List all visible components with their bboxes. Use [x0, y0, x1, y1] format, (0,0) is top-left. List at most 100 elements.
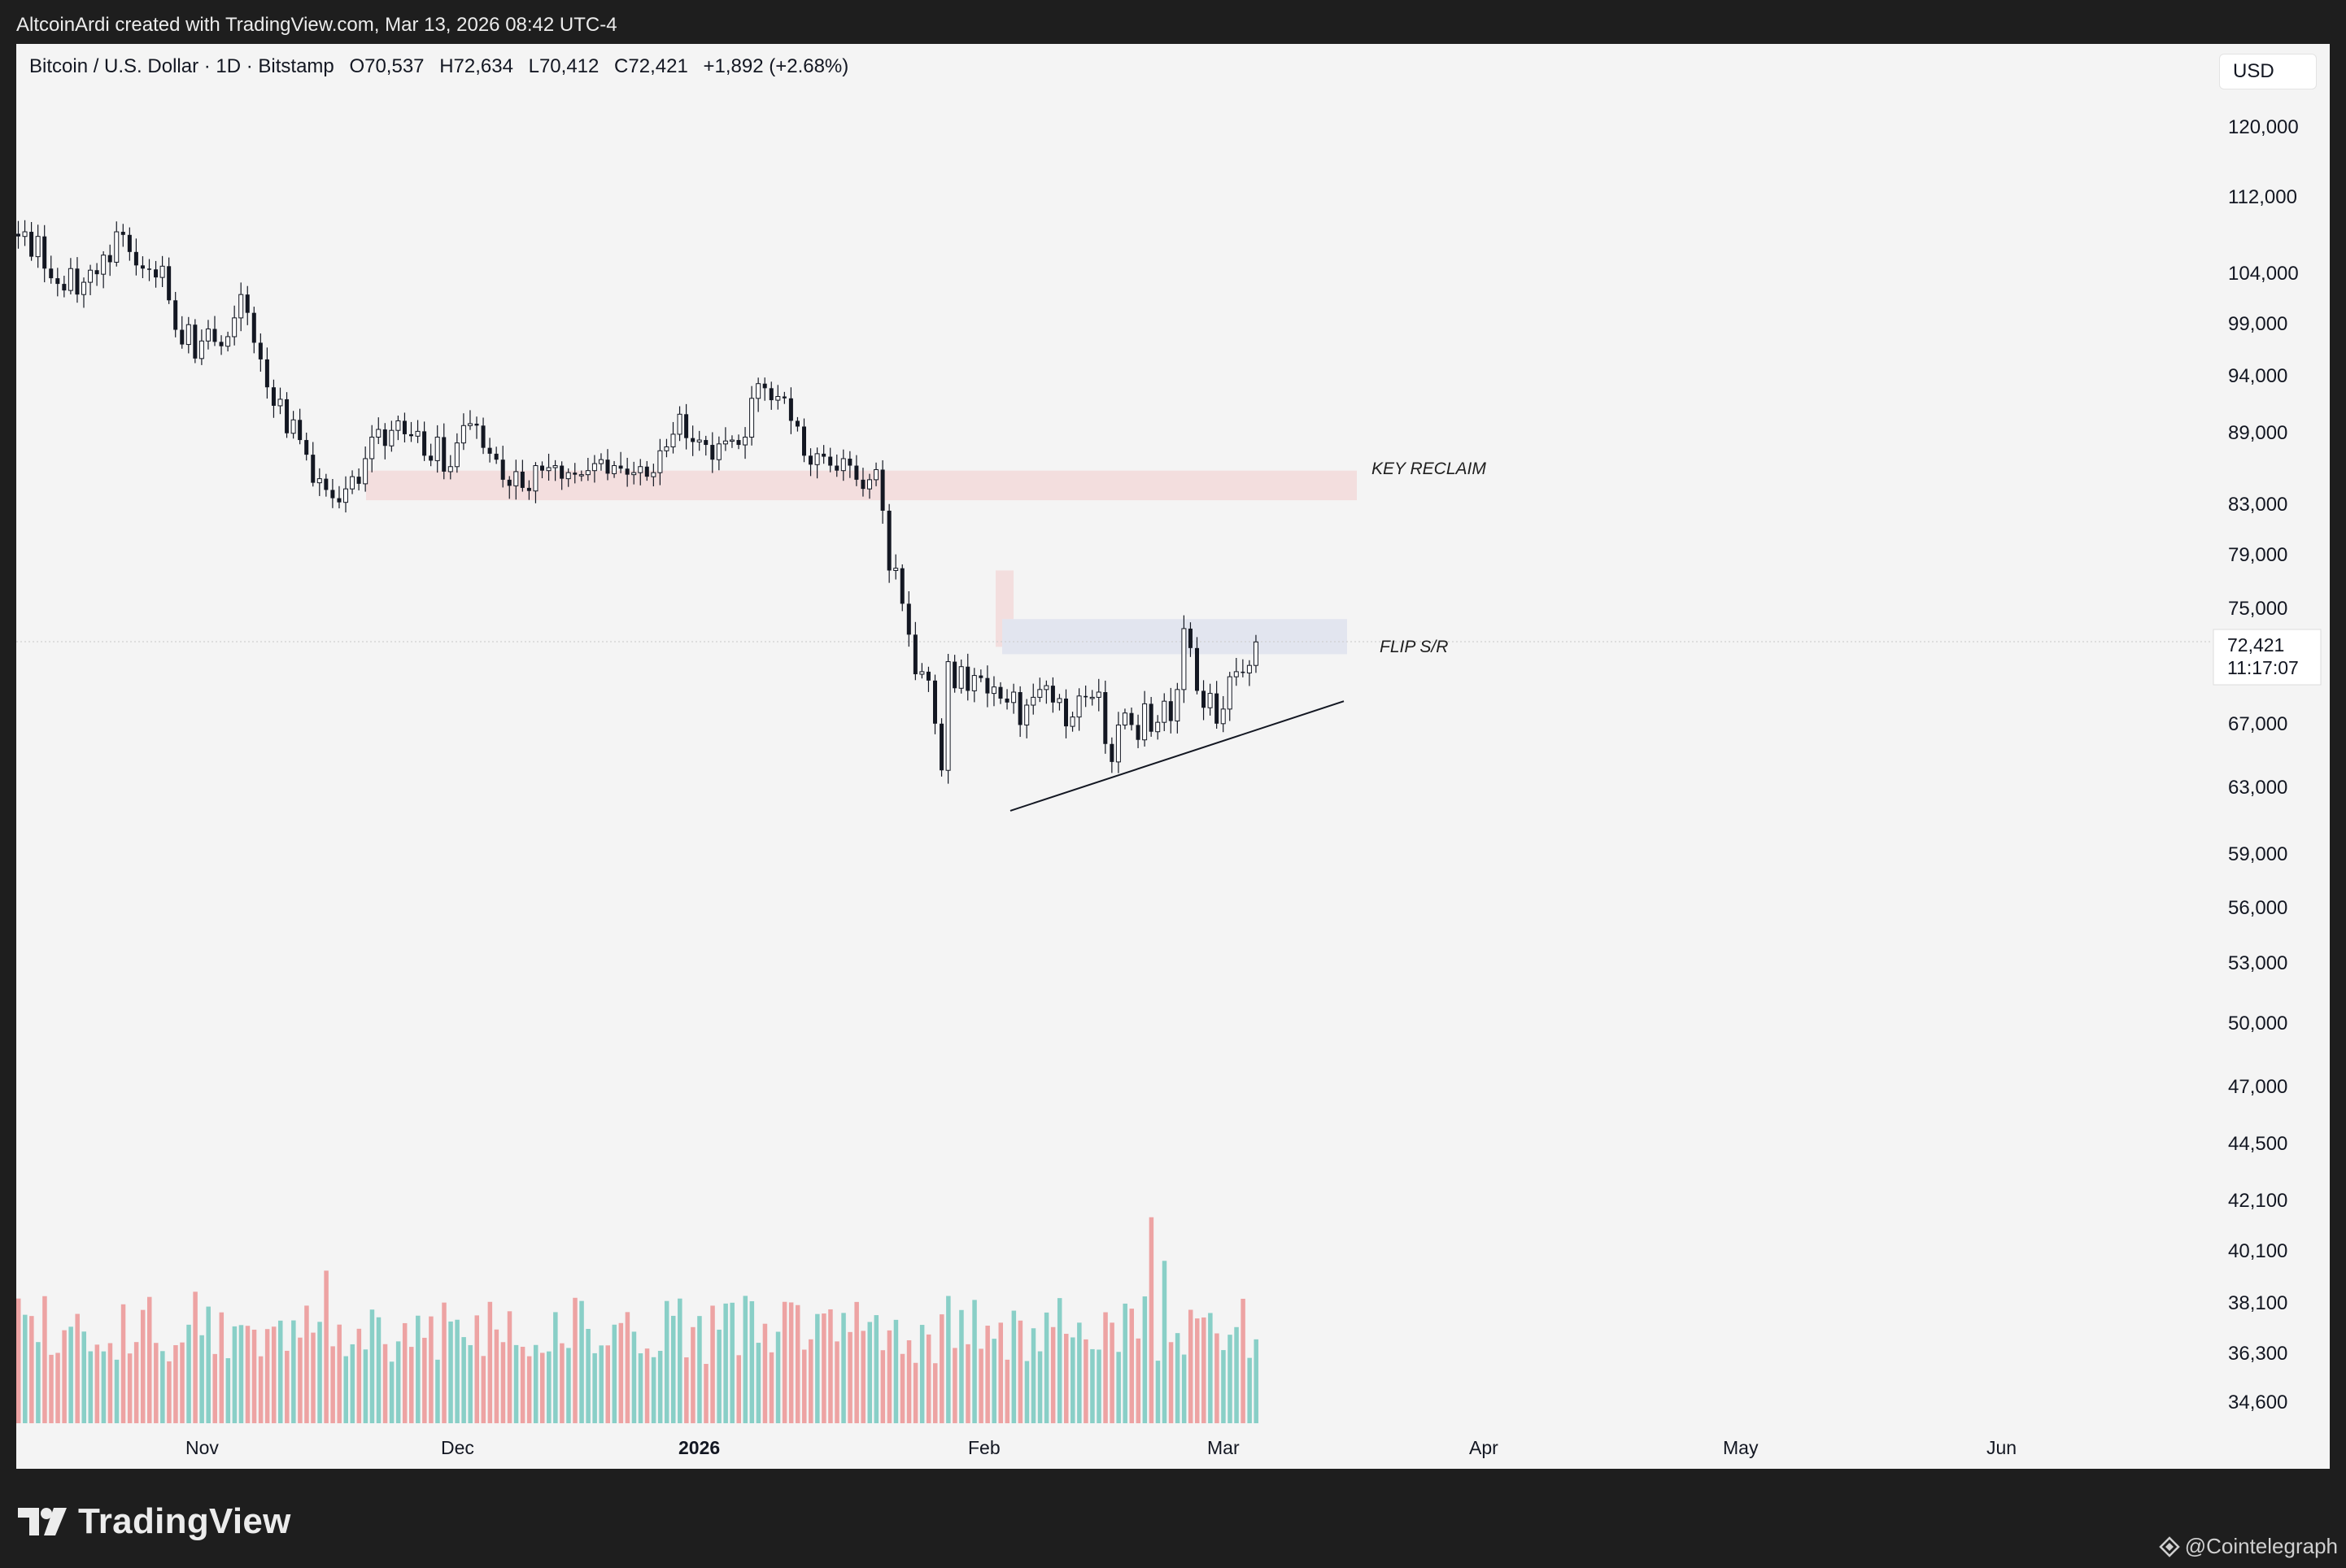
volume-bar [298, 1337, 303, 1423]
volume-bar [1175, 1333, 1180, 1423]
flip-sr-zone [1002, 619, 1347, 655]
volume-bar [749, 1300, 755, 1423]
candle [1070, 712, 1075, 732]
candle [1044, 680, 1049, 704]
ohlc-open: O70,537 [349, 55, 425, 77]
volume-bar [854, 1301, 859, 1423]
tradingview-logo[interactable]: TradingView [18, 1501, 291, 1542]
volume-bar [1018, 1320, 1023, 1423]
candle [749, 385, 755, 446]
volume-bar [147, 1296, 152, 1423]
volume-bar [919, 1325, 925, 1423]
candle [1155, 715, 1161, 740]
volume-bar [42, 1296, 47, 1423]
candle [494, 446, 499, 464]
volume-bar [579, 1300, 584, 1423]
volume-bar [612, 1324, 617, 1423]
volume-bar [369, 1309, 375, 1423]
volume-bar [691, 1326, 696, 1423]
candle [107, 244, 112, 277]
candle [1096, 678, 1101, 712]
volume-bar [1155, 1361, 1161, 1423]
volume-bar [671, 1315, 676, 1423]
ohlc-change: +1,892 (+2.68%) [703, 55, 849, 77]
candle [1253, 634, 1258, 673]
candle [906, 590, 911, 647]
volume-bar [68, 1326, 73, 1423]
price-tick-label: 44,500 [2228, 1133, 2287, 1155]
candle [985, 665, 990, 708]
candle [180, 316, 185, 349]
candle [578, 470, 584, 481]
candle [429, 443, 434, 467]
volume-bar [1037, 1351, 1043, 1423]
candle [1057, 694, 1062, 711]
volume-bar [1103, 1312, 1108, 1423]
last-price-tag-box [2213, 629, 2322, 686]
volume-bar [848, 1331, 852, 1423]
last-price-tag: 72,421 11:17:07 [2213, 629, 2322, 686]
candle [1136, 714, 1140, 748]
volume-bar [448, 1321, 453, 1423]
candle [481, 417, 486, 455]
volume-bar [1214, 1333, 1219, 1423]
symbol-title[interactable]: Bitcoin / U.S. Dollar · 1D · Bitstamp [29, 55, 334, 77]
volume-bar [959, 1309, 964, 1423]
candle [356, 468, 361, 490]
volume-bar [271, 1326, 277, 1423]
candle [1181, 615, 1187, 703]
price-tick-label: 83,000 [2228, 494, 2287, 516]
volume-bar [330, 1346, 335, 1423]
support-trendline[interactable] [1009, 700, 1345, 812]
candle [1241, 659, 1245, 677]
candle [1064, 689, 1068, 738]
candle [343, 476, 348, 513]
volume-bar [429, 1316, 434, 1423]
candle [704, 435, 709, 456]
candle [828, 447, 833, 473]
candle [1195, 637, 1199, 695]
candle [560, 461, 565, 490]
candle [422, 421, 427, 461]
candle [854, 455, 859, 486]
volume-bar [867, 1322, 872, 1423]
volume-bar [874, 1315, 879, 1423]
currency-button[interactable]: USD [2219, 54, 2317, 89]
candle [638, 459, 643, 486]
time-tick-label: Jun [1986, 1437, 2017, 1458]
volume-bar [395, 1341, 401, 1423]
trendline-layer [1009, 700, 1345, 812]
volume-bar [775, 1331, 781, 1423]
tradingview-logo-icon [18, 1508, 67, 1535]
volume-bar [455, 1319, 460, 1423]
candle [880, 460, 885, 524]
volume-bar [573, 1297, 578, 1423]
candle [1110, 737, 1114, 773]
volume-bar [212, 1353, 217, 1423]
candle [1175, 682, 1180, 734]
candle [434, 425, 440, 473]
candle [573, 463, 578, 484]
volume-bar [140, 1309, 146, 1423]
candle [795, 416, 800, 432]
chart-pane[interactable]: 120,000 112,000 104,000 99,000 94,000 89,000 8… [16, 44, 2330, 1469]
volume-bar [389, 1361, 395, 1423]
candle [591, 455, 597, 483]
candle [769, 381, 774, 410]
volume-bar [75, 1313, 80, 1423]
ohlc-close: C72,421 [614, 55, 688, 77]
volume-bar [953, 1348, 957, 1423]
last-price-value: 72,421 [2227, 634, 2284, 656]
candle [369, 425, 375, 473]
candle [395, 416, 401, 441]
volume-bar [1149, 1217, 1154, 1423]
candle [1024, 699, 1030, 738]
candle [893, 554, 899, 580]
candle [245, 285, 250, 325]
candle [919, 663, 925, 679]
candlestick-chart[interactable]: 120,000 112,000 104,000 99,000 94,000 89,000 8… [16, 44, 2330, 1469]
volume-bar [664, 1300, 669, 1423]
volume-bar [998, 1322, 1003, 1423]
candle [933, 674, 937, 734]
volume-bar [1195, 1318, 1200, 1423]
